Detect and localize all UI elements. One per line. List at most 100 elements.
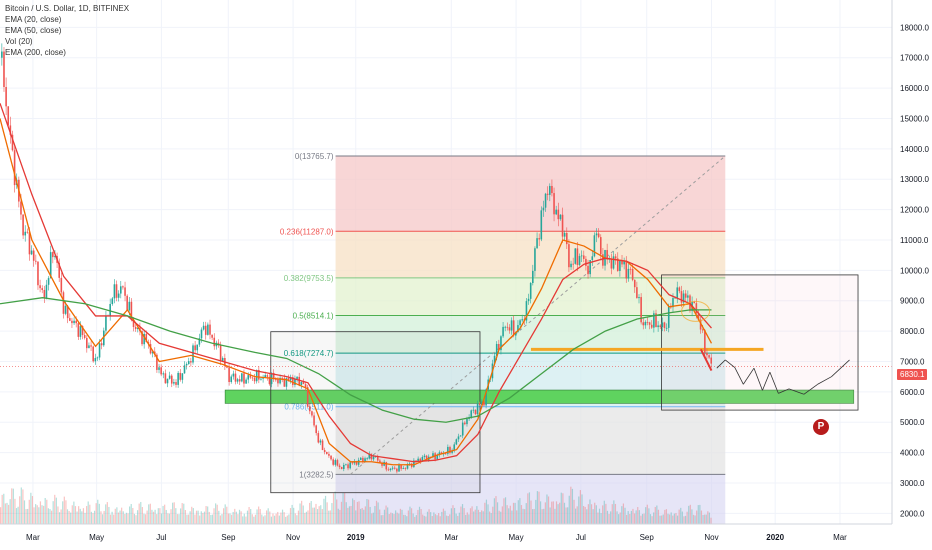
candle-body xyxy=(332,459,334,465)
volume-bar xyxy=(662,514,664,524)
candle-body xyxy=(595,233,598,236)
candle-body xyxy=(143,333,145,345)
volume-bar xyxy=(229,513,231,524)
candle-body xyxy=(493,355,496,364)
candle-body xyxy=(559,214,562,220)
volume-bar xyxy=(76,511,78,524)
candle-body xyxy=(105,315,107,331)
volume-bar xyxy=(19,496,21,524)
projection-arrow xyxy=(734,367,744,385)
candle-body xyxy=(387,469,390,471)
volume-bar xyxy=(581,494,583,524)
volume-bar xyxy=(232,511,234,524)
volume-bar xyxy=(611,504,613,524)
candle-body xyxy=(96,357,99,359)
candle-body xyxy=(459,435,462,437)
candle-body xyxy=(508,327,511,331)
candle-body xyxy=(510,320,513,331)
volume-bar xyxy=(533,508,535,524)
volume-bar xyxy=(380,515,382,524)
volume-bar xyxy=(121,507,123,524)
volume-bar xyxy=(269,511,271,524)
candle-body xyxy=(359,457,362,460)
candle-body xyxy=(538,238,540,240)
candle-body xyxy=(436,455,439,460)
volume-bar xyxy=(57,506,59,524)
candle-body xyxy=(701,329,704,331)
candle-body xyxy=(98,343,101,358)
candle-body xyxy=(258,369,260,380)
volume-bar xyxy=(532,509,534,524)
volume-bar xyxy=(250,509,252,524)
candle-body xyxy=(400,465,402,469)
time-tick-label: Jul xyxy=(576,533,586,542)
candle-body xyxy=(680,291,683,303)
candle-body xyxy=(221,358,224,362)
candle-body xyxy=(185,363,188,366)
candle-body xyxy=(517,325,519,333)
price-tick-label: 11000.0 xyxy=(900,236,929,245)
volume-bar xyxy=(705,514,707,524)
volume-bar xyxy=(414,516,416,524)
volume-bar xyxy=(458,512,460,524)
volume-bar xyxy=(254,514,257,524)
candle-body xyxy=(597,233,600,238)
volume-bar xyxy=(465,514,467,524)
candle-body xyxy=(340,467,343,470)
volume-bar xyxy=(313,507,315,524)
candle-body xyxy=(306,387,309,407)
candle-body xyxy=(625,260,628,279)
candle-body xyxy=(667,306,670,328)
volume-bar xyxy=(608,513,610,524)
candle-body xyxy=(381,462,383,466)
volume-bar xyxy=(512,502,515,524)
volume-bar xyxy=(132,507,134,524)
candle-body xyxy=(317,433,320,443)
volume-bar xyxy=(669,514,671,524)
volume-bar xyxy=(170,509,172,524)
time-tick-label: Jul xyxy=(156,533,166,542)
volume-bar xyxy=(511,510,513,524)
volume-bar xyxy=(264,515,266,524)
volume-bar xyxy=(9,499,11,524)
indicator-volume[interactable]: Vol (20) xyxy=(5,37,33,46)
volume-bar xyxy=(479,512,481,524)
volume-bar xyxy=(697,505,699,524)
candle-body xyxy=(179,372,182,380)
volume-bar xyxy=(597,512,599,524)
volume-bar xyxy=(369,506,371,524)
candle-body xyxy=(648,322,651,325)
candle-body xyxy=(549,185,551,195)
tradingview-publisher-icon[interactable]: P xyxy=(813,419,829,435)
candle-body xyxy=(379,460,381,463)
price-tick-label: 3000.0 xyxy=(900,479,925,488)
volume-bar xyxy=(415,515,417,524)
time-tick-label: 2020 xyxy=(766,533,784,542)
candle-body xyxy=(9,125,12,135)
indicator-ema20[interactable]: EMA (20, close) xyxy=(5,15,62,24)
candle-body xyxy=(423,455,426,457)
indicator-ema200[interactable]: EMA (200, close) xyxy=(5,48,66,57)
volume-bar xyxy=(460,506,462,524)
volume-bar xyxy=(207,506,209,524)
volume-bar xyxy=(643,513,645,524)
volume-bar xyxy=(50,510,53,524)
volume-bar xyxy=(162,505,164,524)
volume-bar xyxy=(616,511,618,524)
volume-bar xyxy=(576,506,578,524)
volume-bar xyxy=(136,510,139,524)
indicator-ema50[interactable]: EMA (50, close) xyxy=(5,26,62,35)
volume-bar xyxy=(179,508,182,524)
symbol-title[interactable]: Bitcoin / U.S. Dollar, 1D, BITFINEX xyxy=(5,4,130,13)
volume-bar xyxy=(393,513,395,524)
volume-bar xyxy=(417,509,419,524)
candle-body xyxy=(591,256,594,261)
candle-body xyxy=(593,235,596,257)
candle-body xyxy=(640,297,642,323)
candle-body xyxy=(453,444,456,451)
volume-bar xyxy=(238,509,241,524)
volume-bar xyxy=(575,508,577,524)
candle-body xyxy=(506,326,509,328)
candle-body xyxy=(279,377,281,384)
